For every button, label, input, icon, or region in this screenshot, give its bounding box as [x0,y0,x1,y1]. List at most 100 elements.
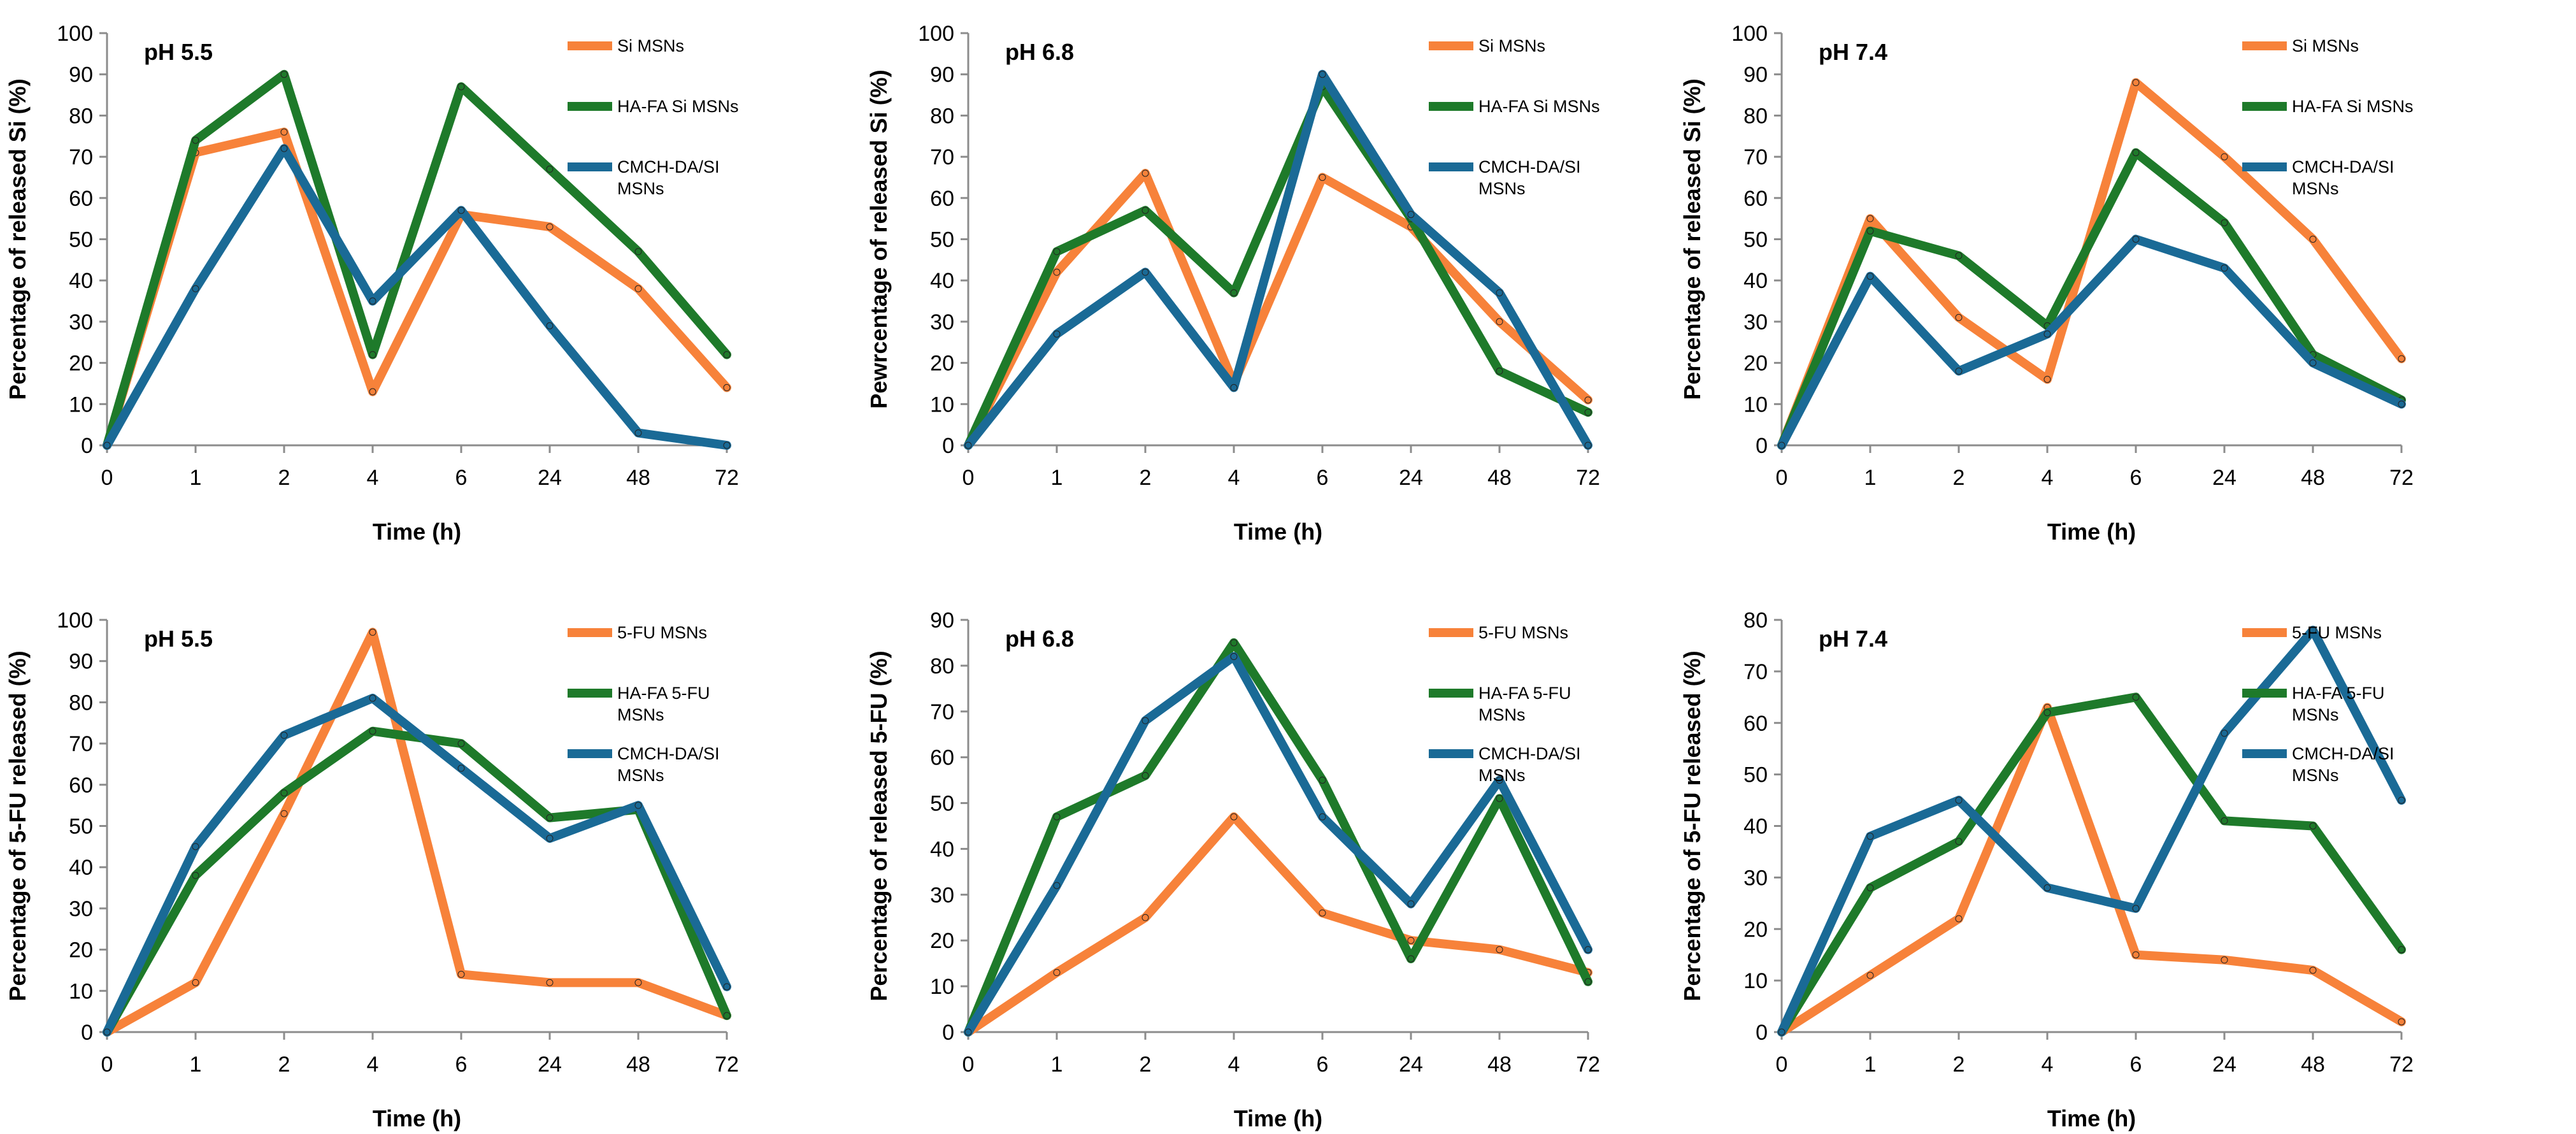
data-point [2132,951,2140,959]
chart-title: pH 5.5 [144,39,213,65]
data-point [2398,400,2405,408]
series-line-1 [1777,703,2406,1037]
y-tick-label: 10 [69,392,93,417]
y-tick-label: 10 [69,979,93,1003]
x-tick-label: 48 [626,466,650,490]
data-point [1230,813,1238,821]
x-tick-label: 6 [2130,1052,2142,1077]
y-tick-label: 70 [69,732,93,756]
x-tick-label: 6 [1317,1052,1329,1077]
y-tick-label: 40 [930,269,954,293]
x-tick-label: 1 [1051,1052,1063,1077]
y-tick-label: 30 [1743,866,1768,890]
data-point [1141,206,1149,214]
data-point [1319,909,1326,917]
legend-label-3: CMCH-DA/SI [2292,157,2394,176]
data-point [1496,318,1503,326]
x-tick-label: 1 [190,466,202,490]
y-tick-label: 70 [1743,145,1768,169]
series-line-2 [103,69,731,450]
y-tick-label: 40 [930,837,954,861]
data-point [1230,289,1238,297]
data-point [634,429,642,437]
data-point [2221,817,2228,824]
data-point [1955,915,1963,922]
data-point [1866,227,1874,235]
x-tick-label: 6 [2130,466,2142,490]
data-point [192,136,199,144]
x-tick-label: 0 [1776,466,1788,490]
y-axis-title: Pewrcentage of released Si (%) [866,69,892,408]
y-tick-label: 70 [930,145,954,169]
data-point [457,206,465,214]
y-tick-label: 70 [1743,660,1768,684]
x-axis-title: Time (h) [373,1105,461,1131]
data-point [457,764,465,772]
data-point [1319,813,1326,821]
y-tick-label: 40 [69,856,93,880]
data-point [2132,905,2140,912]
data-point [192,285,199,292]
x-tick-label: 6 [1317,466,1329,490]
data-point [369,694,376,702]
data-point [2398,946,2405,954]
data-point [1141,169,1149,177]
y-tick-label: 0 [942,1021,954,1045]
x-tick-label: 72 [1576,1052,1600,1077]
x-tick-label: 2 [1140,466,1152,490]
y-tick-label: 10 [930,975,954,999]
data-point [2132,693,2140,701]
data-point [2398,796,2405,804]
legend-label-2: MSNs [1478,705,1526,724]
data-point [1955,313,1963,321]
data-point [192,872,199,879]
y-tick-label: 30 [930,310,954,334]
data-point [634,801,642,809]
data-point [103,441,111,449]
legend-label-2: HA-FA 5-FU [2292,684,2385,703]
x-tick-label: 72 [2389,466,2414,490]
x-tick-label: 24 [538,466,562,490]
data-point [1955,368,1963,375]
x-tick-label: 4 [367,1052,379,1077]
series-line-1 [964,169,1592,450]
y-tick-label: 60 [69,187,93,211]
data-point [1496,777,1503,784]
y-tick-label: 80 [930,654,954,678]
legend-label-3: MSNs [617,766,664,785]
data-point [1407,955,1415,963]
series-line-3 [964,652,1592,1037]
data-point [546,166,554,173]
data-point [1866,833,1874,840]
x-axis-title: Time (h) [2047,1105,2136,1131]
y-tick-label: 90 [930,608,954,633]
x-tick-label: 0 [962,466,975,490]
y-tick-label: 30 [69,310,93,334]
data-point [1141,717,1149,724]
x-axis-title: Time (h) [2047,519,2136,545]
y-tick-label: 10 [930,392,954,417]
y-tick-label: 50 [69,815,93,839]
data-point [1319,71,1326,78]
y-tick-label: 60 [1743,187,1768,211]
y-tick-label: 90 [1743,63,1768,87]
y-tick-label: 0 [942,434,954,458]
series-line-3 [1777,626,2406,1037]
y-tick-label: 0 [81,1021,93,1045]
y-tick-label: 40 [1743,815,1768,839]
y-tick-label: 100 [1731,22,1768,46]
y-tick-label: 50 [930,792,954,816]
data-point [280,128,288,136]
x-tick-label: 1 [1864,1052,1877,1077]
x-tick-label: 48 [2301,466,2325,490]
data-point [2309,966,2317,974]
x-tick-label: 6 [455,466,468,490]
x-tick-label: 1 [1051,466,1063,490]
legend-label-2: HA-FA 5-FU [1478,684,1571,703]
chart-title: pH 7.4 [1819,626,1887,652]
data-point [2043,330,2051,338]
x-tick-label: 2 [278,466,290,490]
y-tick-label: 60 [930,187,954,211]
